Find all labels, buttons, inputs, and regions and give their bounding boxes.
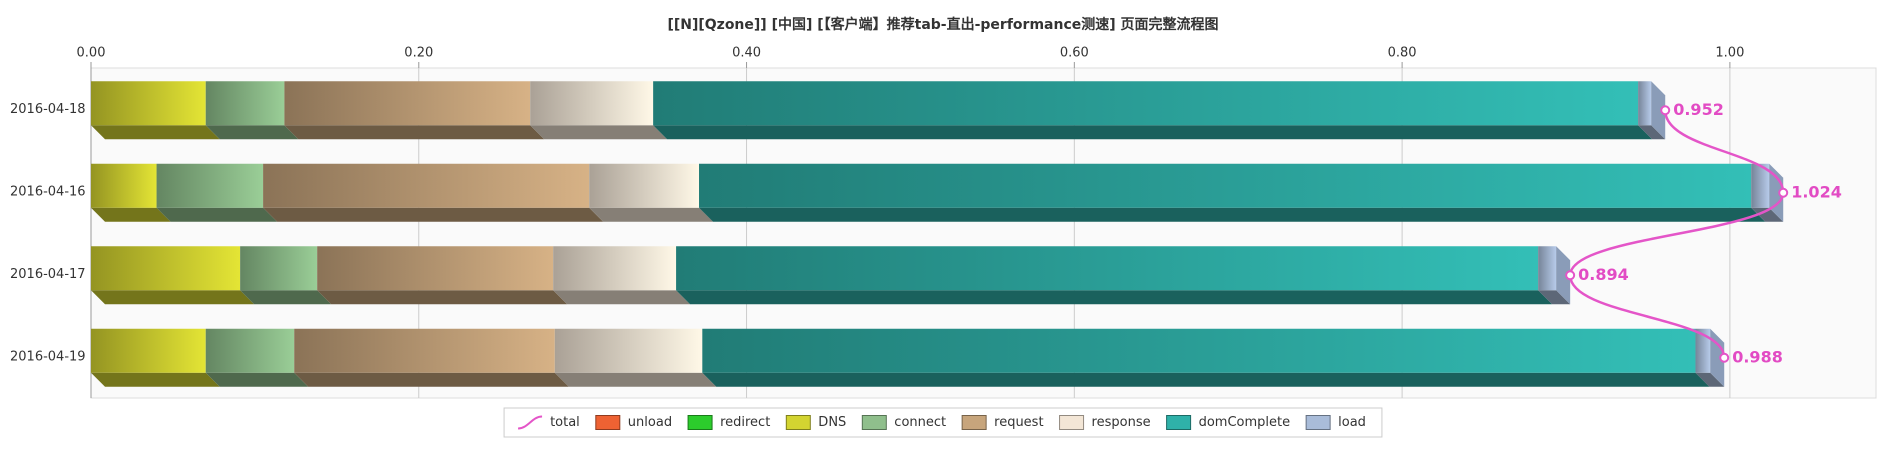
bar xyxy=(240,246,318,291)
chart-title: [[N][Qzone]] [中国] [【客户端】推荐tab-直出-perform… xyxy=(667,16,1218,33)
x-tick-label: 0.00 xyxy=(77,46,106,61)
x-tick-label: 1.00 xyxy=(1715,46,1744,61)
bar-shade xyxy=(91,290,255,305)
bar-shade xyxy=(263,207,604,222)
bar xyxy=(205,328,295,373)
bar-shade xyxy=(676,290,1553,305)
bar-shade xyxy=(653,125,1653,140)
bar-shade xyxy=(702,372,1710,387)
bar-shade xyxy=(156,207,278,222)
bar-cap xyxy=(1651,81,1666,140)
y-tick-label: 2016-04-18 xyxy=(10,102,86,117)
y-tick-label: 2016-04-16 xyxy=(10,184,86,199)
legend-swatch xyxy=(1166,415,1192,430)
legend-swatch xyxy=(687,415,713,430)
bar xyxy=(554,328,703,373)
bar-shade xyxy=(554,372,717,387)
bar-shade xyxy=(589,207,714,222)
legend-label: total xyxy=(550,415,580,430)
line xyxy=(1568,110,1785,358)
legend-swatch xyxy=(1059,415,1085,430)
legend-label: unload xyxy=(628,415,672,430)
legend-label: request xyxy=(994,415,1043,430)
bar-shade xyxy=(205,372,309,387)
value-label: 1.024 xyxy=(1791,182,1842,201)
value-label: 0.952 xyxy=(1673,100,1724,119)
x-tick-label: 0.80 xyxy=(1388,46,1417,61)
bar-cap xyxy=(1556,246,1571,305)
bar xyxy=(91,246,241,291)
bar-shade xyxy=(317,290,568,305)
bar xyxy=(676,246,1539,291)
legend-swatch xyxy=(1305,415,1331,430)
x-tick-label: 0.60 xyxy=(1060,46,1089,61)
bar-shade xyxy=(284,125,545,140)
legend-swatch xyxy=(961,415,987,430)
legend-box xyxy=(503,407,1383,438)
x-tick-label: 0.40 xyxy=(732,46,761,61)
bar xyxy=(156,163,264,208)
legend-label: load xyxy=(1338,415,1366,430)
bar-shade xyxy=(1751,207,1784,222)
bar-shade xyxy=(91,207,171,222)
bar xyxy=(1538,246,1557,291)
value-label: 0.894 xyxy=(1578,265,1629,284)
line-point xyxy=(1565,270,1576,281)
bar xyxy=(1695,328,1711,373)
bar-shade xyxy=(1695,372,1725,387)
legend-label: redirect xyxy=(720,415,770,430)
bar-shade xyxy=(530,125,668,140)
bar xyxy=(653,81,1639,126)
legend-swatch xyxy=(517,415,543,430)
bar-shade xyxy=(699,207,1766,222)
bar xyxy=(284,81,531,126)
bar xyxy=(294,328,555,373)
legend-label: domComplete xyxy=(1199,415,1291,430)
bar xyxy=(1751,163,1770,208)
line-point xyxy=(1778,187,1789,198)
legend-swatch xyxy=(595,415,621,430)
bar-cap xyxy=(1710,328,1725,387)
legend-swatch xyxy=(861,415,887,430)
bar-shade xyxy=(553,290,691,305)
bar-shade xyxy=(1538,290,1571,305)
bar xyxy=(91,163,157,208)
line-point xyxy=(1660,105,1671,116)
legend-label: response xyxy=(1092,415,1151,430)
bar xyxy=(699,163,1752,208)
bar-shade xyxy=(294,372,569,387)
bar xyxy=(1638,81,1652,126)
value-label: 0.988 xyxy=(1732,347,1783,366)
legend-label: connect xyxy=(894,415,946,430)
legend-swatch xyxy=(785,415,811,430)
bar xyxy=(91,81,206,126)
line-point xyxy=(1719,352,1730,363)
x-tick-label: 0.20 xyxy=(404,46,433,61)
bar xyxy=(589,163,700,208)
y-tick-label: 2016-04-17 xyxy=(10,267,86,282)
bar xyxy=(553,246,677,291)
bar xyxy=(530,81,654,126)
bar xyxy=(205,81,285,126)
y-tick-label: 2016-04-19 xyxy=(10,349,86,364)
bar-shade xyxy=(91,125,220,140)
bar-shade xyxy=(205,125,299,140)
legend-label: DNS xyxy=(818,415,846,430)
bar xyxy=(263,163,590,208)
bar xyxy=(91,328,206,373)
bar-shade xyxy=(240,290,332,305)
bar-shade xyxy=(91,372,220,387)
bar-shade xyxy=(1638,125,1666,140)
bar xyxy=(702,328,1696,373)
bar xyxy=(317,246,554,291)
